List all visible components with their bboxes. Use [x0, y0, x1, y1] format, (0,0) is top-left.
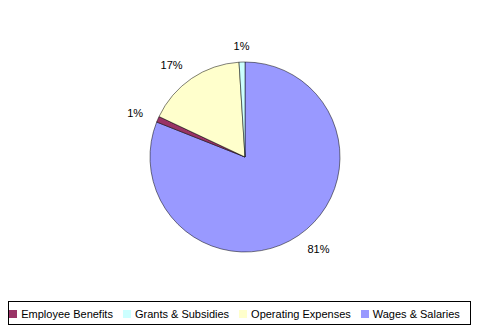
html-text:Grants & Subsidies: Grants & Subsidies — [134, 308, 230, 320]
svg-text:1%: 1% — [234, 40, 250, 52]
svg-text:17%: 17% — [161, 59, 183, 71]
svg-text:81%: 81% — [307, 243, 329, 255]
html-text:Operating Expenses: Operating Expenses — [251, 308, 351, 320]
html-text:Employee Benefits: Employee Benefits — [21, 308, 113, 320]
html-text:Wages & Salaries: Wages & Salaries — [372, 308, 460, 320]
svg-text:1%: 1% — [127, 107, 143, 119]
